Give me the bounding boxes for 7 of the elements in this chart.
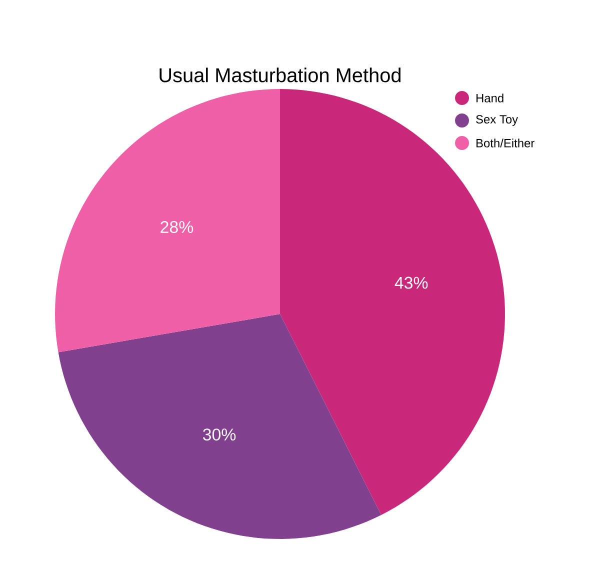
legend-label: Sex Toy bbox=[476, 115, 518, 126]
data-label: 43% bbox=[394, 276, 428, 289]
legend-label: Hand bbox=[476, 94, 504, 102]
data-label: 28% bbox=[160, 221, 194, 234]
legend-label: Both/Either bbox=[476, 138, 534, 148]
data-label: 30% bbox=[202, 428, 236, 441]
chart-title: Usual Masturbation Method bbox=[160, 68, 400, 82]
